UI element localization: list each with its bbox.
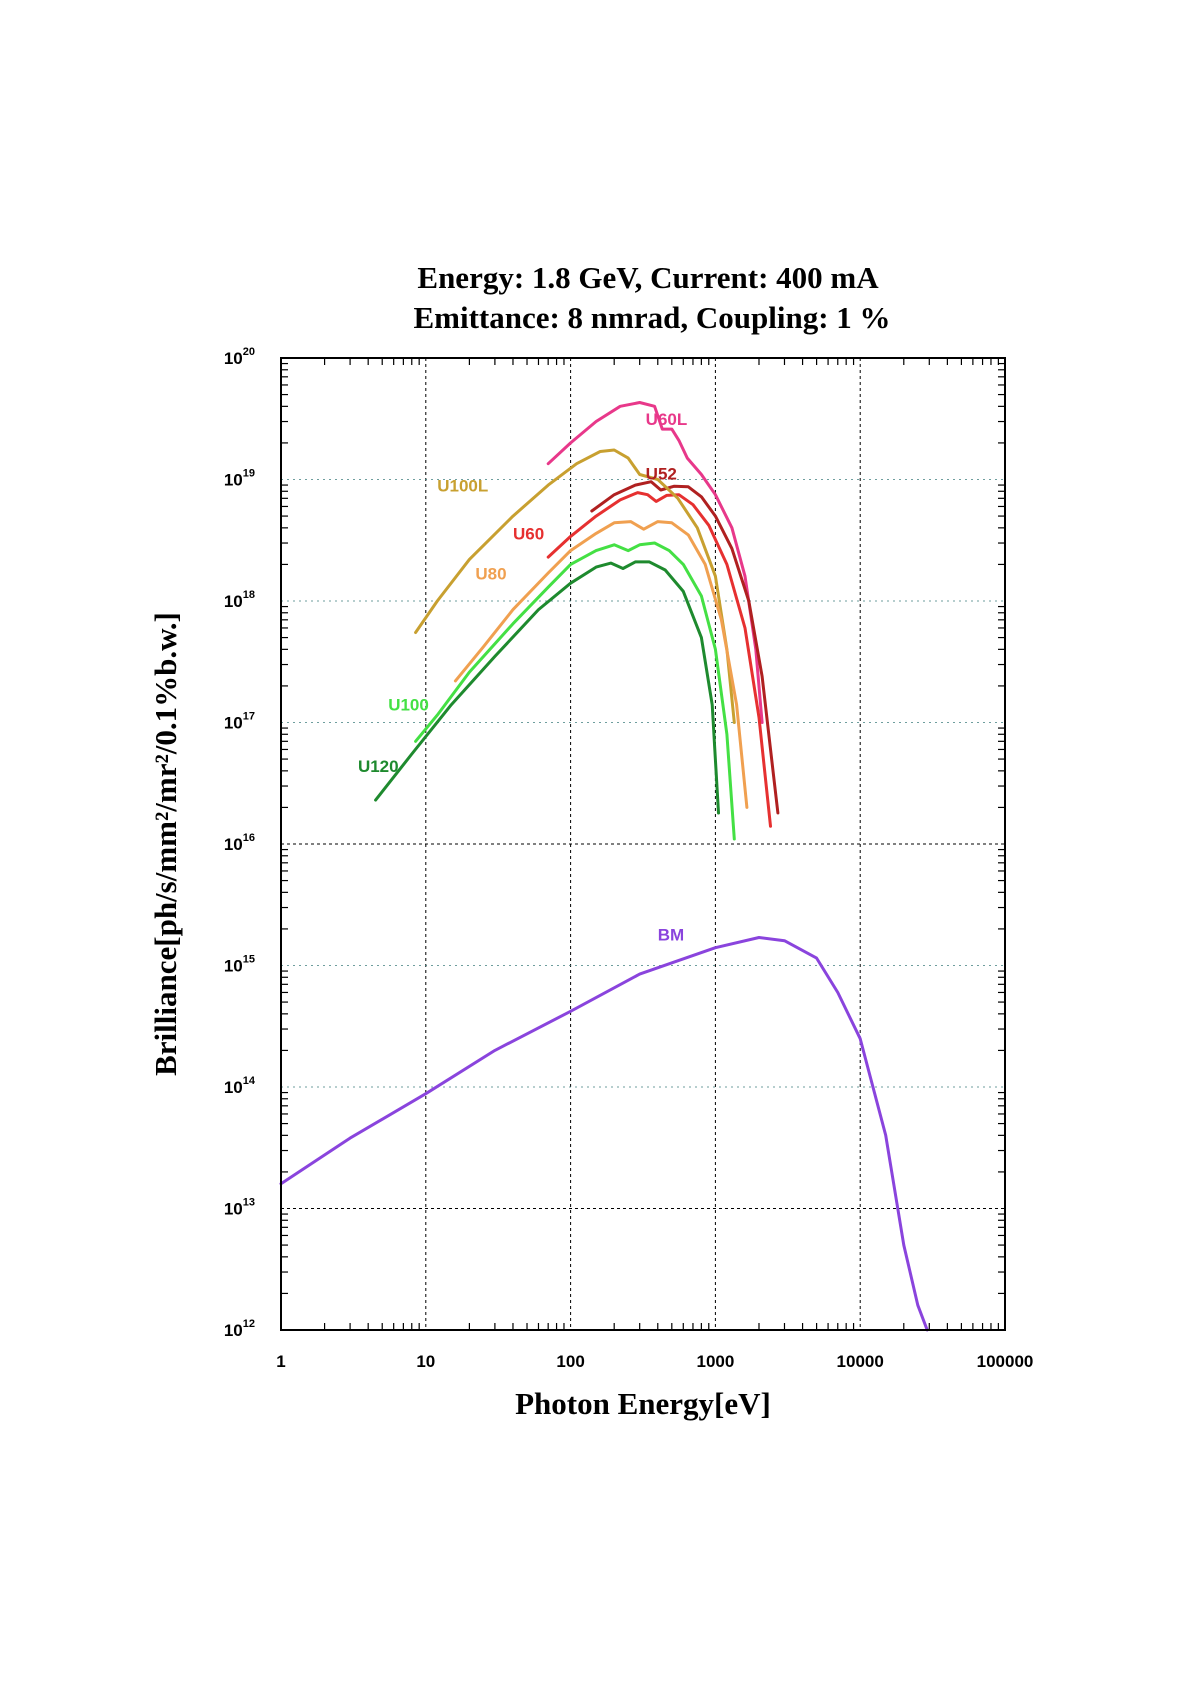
grid <box>281 358 1005 1330</box>
y-tick-label: 1018 <box>224 589 255 611</box>
series-line-u100 <box>414 541 736 841</box>
x-tick-label: 100000 <box>977 1352 1034 1371</box>
series-label-u120: U120 <box>358 757 399 776</box>
x-tick-label: 10000 <box>837 1352 884 1371</box>
series-line-u60l <box>546 401 764 724</box>
x-tick-label: 1000 <box>696 1352 734 1371</box>
series-label-u80: U80 <box>475 565 506 584</box>
y-tick-label: 1016 <box>224 832 255 854</box>
series-line-u80 <box>453 520 749 809</box>
y-tick-label: 1020 <box>224 346 255 368</box>
y-tick-label: 1019 <box>224 468 255 490</box>
series-labels: U60L U52 U60 U100L U80 U100 U120 BM <box>358 410 687 945</box>
x-tick-label: 1 <box>276 1352 285 1371</box>
x-axis-title: Photon Energy[eV] <box>515 1386 771 1421</box>
series-line-u120 <box>374 560 720 815</box>
series-line-u52 <box>590 480 780 815</box>
y-tick-labels: 1012 1013 1014 1015 1016 1017 1018 1019 1020 <box>224 346 256 1340</box>
series-label-u52: U52 <box>646 465 677 484</box>
series-label-u100l: U100L <box>437 476 488 495</box>
chart-title-line-1: Energy: 1.8 GeV, Current: 400 mA <box>417 260 879 295</box>
series-line-u60 <box>546 491 772 828</box>
x-tick-labels: 1 10 100 1000 10000 100000 <box>276 1352 1033 1371</box>
y-tick-label: 1013 <box>224 1197 255 1219</box>
y-tick-label: 1014 <box>224 1075 256 1097</box>
x-tick-label: 100 <box>556 1352 584 1371</box>
plot-series <box>279 401 929 1332</box>
y-tick-label: 1015 <box>224 954 255 976</box>
series-line-u100l <box>414 448 736 724</box>
series-label-u60: U60 <box>513 525 544 544</box>
series-label-u100: U100 <box>388 696 429 715</box>
y-axis-title: Brilliance[ph/s/mm²/mr²/0.1%b.w.] <box>148 612 183 1076</box>
x-tick-label: 10 <box>416 1352 435 1371</box>
series-line-bm <box>279 936 929 1332</box>
axis-ticks <box>281 358 1005 1330</box>
series-label-bm: BM <box>658 926 684 945</box>
series-label-u60l: U60L <box>646 410 688 429</box>
y-tick-label: 1012 <box>224 1318 255 1340</box>
chart-title-line-2: Emittance: 8 nmrad, Coupling: 1 % <box>413 300 890 335</box>
y-tick-label: 1017 <box>224 711 255 733</box>
plot-frame <box>280 357 1006 1331</box>
